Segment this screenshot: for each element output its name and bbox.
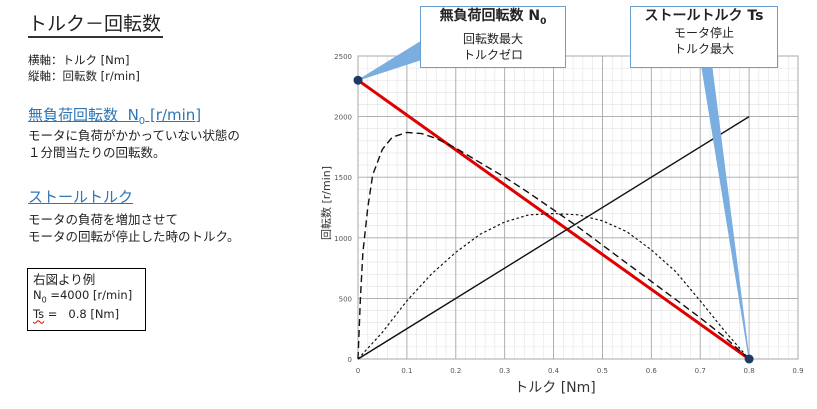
stall-torque-heading: ストールトルク (28, 188, 134, 206)
no-load-callout-line: 回転数最大 (462, 31, 523, 46)
no-load-title-symbol: N (127, 106, 139, 124)
y-tick-label: 500 (339, 295, 352, 303)
no-load-callout-line: トルクゼロ (462, 47, 523, 62)
series-line-dashed (357, 131, 750, 360)
stall-callout-title: ストールトルク Ts (644, 8, 764, 24)
x-tick-label: 0.7 (695, 367, 706, 375)
y-tick-label: 1000 (334, 235, 352, 243)
stall-line: モータの負荷を増加させて (28, 212, 179, 227)
no-load-callout-title-main: 無負荷回転数 N (439, 8, 541, 24)
example-box: 右図より例 N0 =4000 [r/min] Ts = 0.8 [Nm] (27, 268, 146, 331)
x-tick-label: 0.2 (450, 367, 461, 375)
x-tick-label: 0.4 (548, 367, 560, 375)
no-load-title-main: 無負荷回転数 (28, 106, 119, 124)
stall-description: モータの負荷を増加させて モータの回転が停止した時のトルク。 (28, 211, 240, 245)
x-tick-label: 0.5 (597, 367, 608, 375)
x-tick-label: 0.8 (744, 367, 755, 375)
example-ts-value: = 0.8 [Nm] (44, 307, 120, 322)
y-tick-label: 1500 (334, 174, 352, 182)
stall-callout-line: モータ停止 (673, 26, 734, 40)
stall-callout-pointer (701, 67, 750, 360)
example-n0: N0 =4000 [r/min] (33, 288, 140, 307)
no-load-line: １分間当たりの回転数。 (28, 145, 166, 160)
series-line-solid-red (357, 78, 750, 361)
y-tick-label: 2500 (334, 53, 352, 61)
series-line-dotted (357, 213, 750, 360)
stall-callout: ストールトルク Ts モータ停止 トルク最大 (630, 6, 778, 68)
x-tick-label: 0.3 (499, 367, 510, 375)
page-title: トルク－回転数 (28, 12, 164, 38)
axis-tick-labels: 0 0.1 0.2 0.3 0.4 0.5 0.6 0.7 0.8 0.9 0 500 1000 1500… (334, 53, 803, 375)
callout-pointers (357, 41, 750, 360)
stall-line: モータの回転が停止した時のトルク。 (28, 229, 240, 244)
axis-desc-x: 横軸：トルク [Nm] (28, 53, 130, 67)
series-line-solid-black (357, 116, 750, 360)
no-load-callout-title: 無負荷回転数 N0 (421, 7, 565, 31)
no-load-callout-title-subscript: 0 (540, 16, 547, 27)
data-point-marker (353, 75, 363, 85)
x-axis-label: トルク [Nm] (514, 380, 595, 396)
axis-desc-y: 縦軸：回転数 [r/min] (28, 69, 140, 83)
x-tick-label: 0.9 (792, 367, 803, 375)
example-ts: Ts = 0.8 [Nm] (33, 307, 140, 322)
chart-series (357, 78, 750, 361)
example-n0-symbol: N (33, 288, 42, 302)
y-tick-label: 2000 (334, 114, 352, 122)
chart-markers (353, 75, 754, 364)
x-tick-label: 0 (356, 367, 360, 375)
example-title: 右図より例 (33, 272, 96, 287)
y-tick-label: 0 (348, 356, 352, 364)
example-ts-symbol: Ts (33, 307, 45, 322)
y-axis-label: 回転数 [r/min] (320, 166, 333, 240)
example-n0-subscript: 0 (41, 295, 47, 305)
no-load-title-unit: [r/min] (145, 106, 202, 124)
data-point-marker (744, 354, 754, 364)
minor-grid (357, 55, 799, 360)
no-load-speed-heading: 無負荷回転数 N0 [r/min] (28, 105, 201, 132)
no-load-description: モータに負荷がかかっていない状態の １分間当たりの回転数。 (28, 127, 240, 161)
major-grid (357, 55, 799, 360)
x-tick-label: 0.1 (401, 367, 412, 375)
example-n0-value: =4000 [r/min] (46, 288, 133, 302)
no-load-line: モータに負荷がかかっていない状態の (28, 128, 240, 143)
no-load-callout-pointer (357, 41, 421, 81)
plot-border (357, 55, 799, 360)
stall-callout-line: トルク最大 (673, 42, 734, 56)
x-tick-label: 0.6 (646, 367, 658, 375)
axis-description: 横軸：トルク [Nm] 縦軸：回転数 [r/min] (28, 52, 140, 84)
no-load-callout: 無負荷回転数 N0 回転数最大 トルクゼロ (420, 6, 566, 68)
no-load-title-subscript: 0 (138, 116, 146, 127)
